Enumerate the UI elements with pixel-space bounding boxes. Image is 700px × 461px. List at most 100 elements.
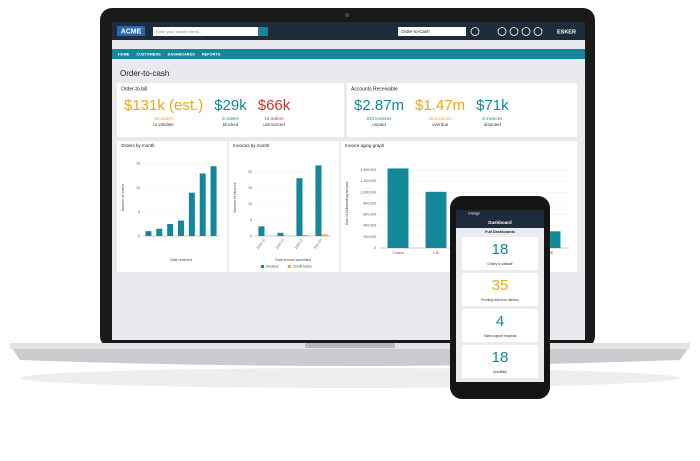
brand: ESKER <box>557 29 576 35</box>
panel-title: Accounts Receivable <box>351 86 398 92</box>
kpi-value: $29k <box>214 97 247 114</box>
kpi-count: 223 invoices <box>367 116 393 121</box>
chart-panel <box>229 141 339 272</box>
y-axis-title: Number of orders <box>121 184 125 211</box>
chart-title: Orders by month <box>121 143 155 148</box>
x-tick-label: 2020-12 <box>294 238 304 250</box>
kpi-status: unpaid <box>372 122 386 127</box>
search-button[interactable] <box>258 27 268 36</box>
nav-tab[interactable]: HOME <box>118 53 130 57</box>
kpi-value: $1.47m <box>415 97 465 114</box>
kpi-status: blocked <box>223 122 239 127</box>
nav-tab[interactable]: REPORTS <box>202 53 221 57</box>
y-tick-label: 800,000 <box>363 201 376 205</box>
tile-value: 18 <box>492 349 509 366</box>
kpi-panel <box>347 83 577 137</box>
phone-statusbar <box>456 210 544 217</box>
x-tick-label: > 90 <box>547 251 554 255</box>
phone-subtitle: Full Dashboards <box>485 230 515 234</box>
panel-title: Order-to-bill <box>121 86 147 92</box>
logo-box <box>117 26 145 36</box>
kpi-panel <box>117 83 344 137</box>
y-tick-label: 1,000,000 <box>360 190 376 194</box>
tile-value: 18 <box>492 241 509 258</box>
x-tick-label: 2020-11 <box>275 238 285 250</box>
y-tick-label: 15 <box>248 186 252 190</box>
logo: ACME <box>121 28 142 35</box>
settings-icon[interactable] <box>521 27 531 36</box>
search-placeholder: Enter your search terms... <box>156 29 202 34</box>
process-label: Order-to-Cash <box>401 29 430 34</box>
y-tick-label: 600,000 <box>363 213 376 217</box>
phone-tile[interactable] <box>462 273 538 306</box>
tile-label: Pending refund on delivery <box>481 298 519 302</box>
phone-title: Dashboard <box>488 220 512 225</box>
bar <box>296 178 303 236</box>
legend-swatch <box>287 265 291 268</box>
tile-value: 4 <box>496 313 504 330</box>
bar <box>315 165 322 236</box>
help-icon[interactable] <box>470 27 480 36</box>
bar <box>302 235 309 236</box>
y-tick-label: 5 <box>250 218 252 222</box>
alert-icon[interactable] <box>509 27 519 36</box>
kpi-count: 5 orders <box>222 116 239 121</box>
kpi-count: 35 invoices <box>429 116 452 121</box>
bar <box>277 232 284 236</box>
x-tick-label: Current <box>393 251 404 255</box>
y-tick-label: 5 <box>138 210 140 214</box>
phone-header <box>456 217 544 228</box>
user-icon[interactable] <box>533 27 543 36</box>
legend-swatch <box>261 265 264 268</box>
bar <box>210 166 217 236</box>
nav-tab[interactable]: DASHBOARDS <box>168 53 196 57</box>
chat-icon[interactable] <box>497 27 507 36</box>
phone-tile[interactable] <box>462 309 538 342</box>
y-tick-label: 200,000 <box>363 235 376 239</box>
legend-label: Invoices <box>266 265 279 269</box>
y-tick-label: 0 <box>374 246 376 250</box>
tile-value: 35 <box>492 277 509 294</box>
nav-bar <box>112 49 585 59</box>
kpi-value: $2.87m <box>354 97 404 114</box>
y-tick-label: 1,400,000 <box>360 168 376 172</box>
bar <box>167 223 174 236</box>
phone-carrier: Orange <box>468 212 480 216</box>
kpi-value: $71k <box>476 97 509 114</box>
search-box[interactable] <box>153 27 258 36</box>
kpi-count: 6 invoices <box>482 116 503 121</box>
process-dropdown[interactable] <box>398 27 466 36</box>
x-axis-title: Date received <box>170 258 192 262</box>
x-tick-label: 2020-10 <box>256 238 266 250</box>
kpi-status: disputed <box>484 122 502 127</box>
bar <box>199 173 206 236</box>
y-tick-label: 400,000 <box>363 224 376 228</box>
chart-title: Invoices by month <box>233 143 270 148</box>
chart-title: Invoice aging graph <box>345 143 385 148</box>
bar <box>188 192 195 236</box>
bar <box>258 226 265 236</box>
kpi-value: $66k <box>258 97 291 114</box>
kpi-status: overdue <box>432 122 449 127</box>
phone-tile[interactable] <box>462 237 538 270</box>
bar <box>145 231 152 236</box>
y-tick-label: 10 <box>248 202 252 206</box>
camera <box>345 13 349 17</box>
y-tick-label: 1,200,000 <box>360 179 376 183</box>
y-tick-label: 10 <box>136 186 140 190</box>
phone-tile[interactable] <box>462 345 538 378</box>
tile-label: Orders to validate <box>487 262 512 266</box>
y-axis-title: Number of invoices <box>233 182 237 212</box>
bar <box>387 168 409 248</box>
bar <box>425 191 447 248</box>
bar <box>178 220 184 236</box>
y-tick-label: 0 <box>250 234 252 238</box>
page-title: Order-to-cash <box>120 69 169 78</box>
kpi-value: $131k (est.) <box>124 97 203 114</box>
nav-tab[interactable]: CUSTOMERS <box>136 53 161 57</box>
chart-panel <box>117 141 227 272</box>
x-axis-title: Date invoice submitted <box>275 258 310 262</box>
shadow <box>20 368 680 388</box>
